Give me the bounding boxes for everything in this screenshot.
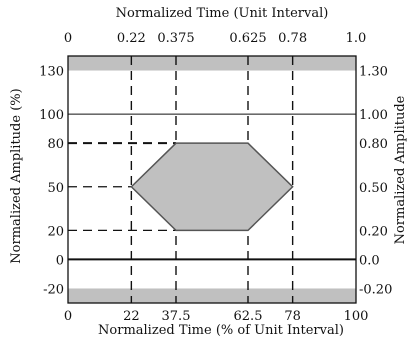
- forbidden-regions: [68, 56, 356, 303]
- left-axis-title: Normalized Amplitude (%): [9, 88, 24, 263]
- right-tick-label: 1.30: [359, 65, 388, 80]
- top-tick-label: 0: [64, 31, 72, 46]
- left-tick-label: 100: [39, 108, 64, 123]
- right-tick-label: -0.20: [359, 282, 392, 297]
- plot-frame: [67, 55, 357, 304]
- left-tick-label: -20: [43, 282, 64, 297]
- left-tick-label: 130: [39, 65, 64, 80]
- bottom-axis-title: Normalized Time (% of Unit Interval): [98, 323, 344, 338]
- bottom-tick-label: 0: [64, 309, 72, 324]
- top-tick-label: 0.375: [157, 31, 194, 46]
- forbidden-region-lower: [68, 288, 356, 303]
- bottom-tick-label: 37.5: [162, 309, 191, 324]
- top-tick-label: 0.22: [117, 31, 146, 46]
- eye-mask: [130, 142, 294, 232]
- bottom-tick-label: 22: [123, 309, 140, 324]
- top-tick-label: 1.0: [346, 31, 367, 46]
- bottom-tick-label: 100: [344, 309, 369, 324]
- right-axis-title: Normalized Amplitude: [393, 95, 408, 244]
- left-tick-label: 20: [47, 224, 64, 239]
- forbidden-region-upper: [68, 56, 356, 71]
- right-tick-label: 1.00: [359, 108, 388, 123]
- right-tick-label: 0.80: [359, 137, 388, 152]
- top-tick-label: 0.625: [229, 31, 266, 46]
- left-tick-label: 50: [47, 181, 64, 196]
- eye-mask-hexagon: [130, 142, 294, 232]
- bottom-tick-label: 78: [284, 309, 301, 324]
- right-tick-label: 0.50: [359, 181, 388, 196]
- tick-labels: 0 0.22 0.375 0.625 0.78 1.00 22 37.5 62.5 78 10013…: [39, 31, 392, 324]
- reference-lines: [68, 113, 356, 261]
- right-tick-label: 0.0: [359, 253, 380, 268]
- bottom-tick-label: 62.5: [234, 309, 263, 324]
- top-axis-title: Normalized Time (Unit Interval): [116, 6, 329, 21]
- right-tick-label: 0.20: [359, 224, 388, 239]
- left-tick-label: 0: [56, 253, 64, 268]
- left-tick-label: 80: [47, 137, 64, 152]
- plot-border: [67, 55, 357, 304]
- top-tick-label: 0.78: [278, 31, 307, 46]
